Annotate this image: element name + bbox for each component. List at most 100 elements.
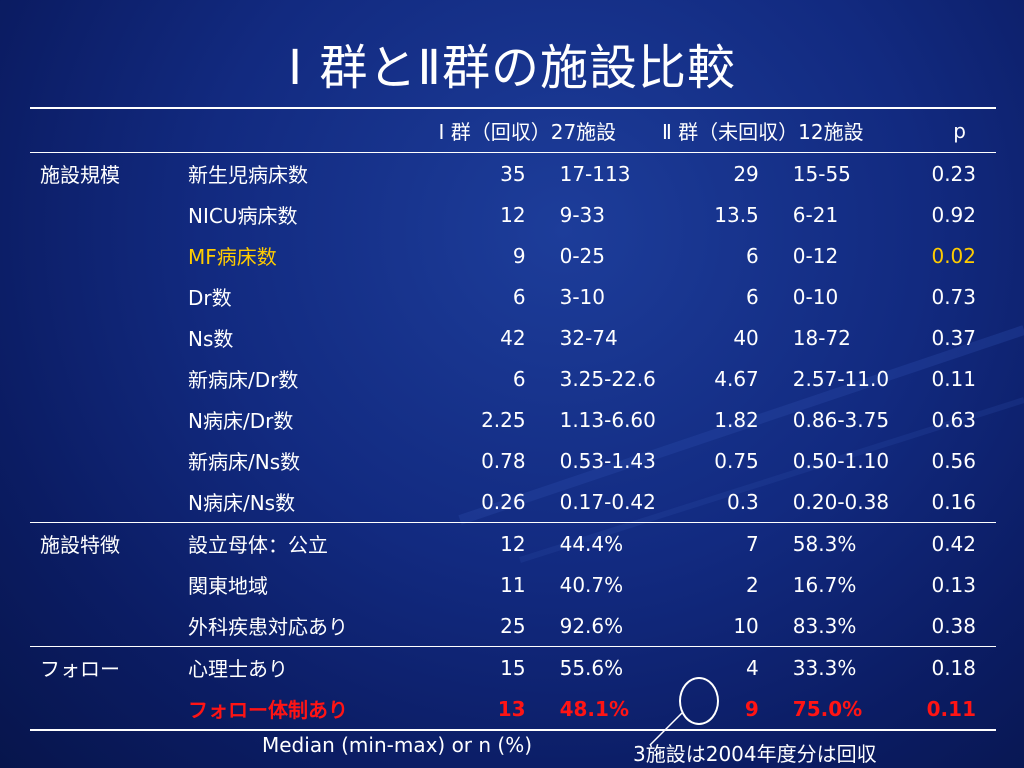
group1-value: 0.78	[481, 448, 526, 473]
group2-value: 10	[733, 613, 759, 638]
table-row: 施設規模 新生児病床数 35 17-113 29 15-55 0.23	[30, 152, 996, 194]
p-value: 0.23	[879, 152, 996, 194]
group2-value: 0.75	[714, 448, 759, 473]
group1-value: 12	[413, 522, 530, 564]
row-item: フォロー体制あり	[180, 688, 413, 731]
table-row: NICU病床数 12 9-33 13.5 6-21 0.92	[30, 194, 996, 235]
row-group	[30, 276, 180, 317]
p-value: 0.38	[931, 613, 976, 638]
p-value: 0.02	[931, 243, 976, 268]
group1-range: 17-113	[529, 152, 647, 194]
group2-value: 6	[746, 243, 759, 268]
row-group	[30, 235, 180, 276]
row-item: Dr数	[188, 286, 232, 310]
row-item: N病床/Dr数	[188, 409, 294, 433]
group2-range: 75.0%	[762, 688, 880, 731]
group2-range: 58.3%	[762, 522, 880, 564]
group2-range: 6-21	[792, 202, 839, 227]
table-row: N病床/Dr数 2.25 1.13-6.60 1.82 0.86-3.75 0.…	[30, 399, 996, 440]
table-row: Dr数 6 3-10 6 0-10 0.73	[30, 276, 996, 317]
row-group	[30, 194, 180, 235]
row-item: 外科疾患対応あり	[188, 615, 348, 639]
group2-range: 2.57-11.0	[792, 366, 890, 391]
row-item: 新生児病床数	[180, 152, 413, 194]
group1-value: 6	[512, 366, 526, 391]
group2-range: 0.20-0.38	[792, 489, 890, 514]
group2-value: 29	[646, 152, 763, 194]
p-value: 0.73	[931, 284, 976, 309]
group2-value: 4.67	[714, 366, 759, 391]
table-row: 関東地域 11 40.7% 2 16.7% 0.13	[30, 564, 996, 605]
table-row: フォロー 心理士あり 15 55.6% 4 33.3% 0.18	[30, 646, 996, 688]
header-group2: Ⅱ 群（未回収）12施設	[646, 107, 880, 153]
p-value: 0.56	[931, 448, 976, 473]
p-value: 0.37	[931, 325, 976, 350]
group1-range: 48.1%	[529, 688, 647, 731]
row-item: 関東地域	[188, 574, 268, 598]
row-group	[30, 358, 180, 399]
comparison-table: Ⅰ 群（回収）27施設 Ⅱ 群（未回収）12施設 p 施設規模 新生児病床数 3…	[30, 107, 996, 731]
table-row: 施設特徴 設立母体：公立 12 44.4% 7 58.3% 0.42	[30, 522, 996, 564]
table-row-highlighted: フォロー体制あり 13 48.1% 9 75.0% 0.11	[30, 688, 996, 731]
row-group: 施設規模	[30, 152, 180, 194]
group2-range: 0-10	[792, 284, 839, 309]
slide-title: Ⅰ 群とⅡ群の施設比較	[287, 40, 737, 96]
table-row-highlighted: MF病床数 9 0-25 6 0-12 0.02	[30, 235, 996, 276]
row-item: MF病床数	[188, 245, 277, 269]
group2-range: 18-72	[792, 325, 851, 350]
table-header-row: Ⅰ 群（回収）27施設 Ⅱ 群（未回収）12施設 p	[30, 107, 996, 153]
p-value: 0.18	[879, 646, 996, 688]
table-row: Ns数 42 32-74 40 18-72 0.37	[30, 317, 996, 358]
row-item: 新病床/Dr数	[188, 368, 299, 392]
group1-range: 32-74	[559, 325, 618, 350]
group2-range: 33.3%	[762, 646, 880, 688]
row-group	[30, 317, 180, 358]
row-item: 設立母体：公立	[180, 522, 413, 564]
group1-range: 0-25	[559, 243, 605, 268]
p-value: 0.11	[879, 688, 996, 731]
group1-range: 3-10	[559, 284, 605, 309]
row-item: 新病床/Ns数	[188, 450, 301, 474]
group1-range: 92.6%	[559, 613, 624, 638]
group1-value: 11	[500, 572, 526, 597]
row-group	[30, 605, 180, 647]
group1-value: 15	[413, 646, 530, 688]
group1-value: 0.26	[481, 489, 526, 514]
group1-range: 55.6%	[529, 646, 647, 688]
p-value: 0.92	[931, 202, 976, 227]
group1-range: 0.53-1.43	[559, 448, 656, 473]
group2-range: 0.50-1.10	[792, 448, 890, 473]
group1-range: 1.13-6.60	[559, 407, 656, 432]
group1-value: 42	[500, 325, 526, 350]
group2-range: 15-55	[762, 152, 880, 194]
header-group1: Ⅰ 群（回収）27施設	[413, 107, 647, 153]
highlight-circle	[679, 677, 719, 725]
group2-value: 1.82	[714, 407, 759, 432]
group2-range: 83.3%	[792, 613, 857, 638]
p-value: 0.11	[931, 366, 976, 391]
p-value: 0.63	[931, 407, 976, 432]
table-row: N病床/Ns数 0.26 0.17-0.42 0.3 0.20-0.38 0.1…	[30, 481, 996, 523]
group1-value: 35	[413, 152, 530, 194]
group2-range: 0-12	[792, 243, 839, 268]
table-row: 外科疾患対応あり 25 92.6% 10 83.3% 0.38	[30, 605, 996, 647]
row-group	[30, 688, 180, 731]
group2-value: 40	[733, 325, 759, 350]
p-value: 0.16	[931, 489, 976, 514]
table-row: 新病床/Ns数 0.78 0.53-1.43 0.75 0.50-1.10 0.…	[30, 440, 996, 481]
group2-value: 13.5	[714, 202, 759, 227]
row-group	[30, 481, 180, 523]
p-value: 0.42	[879, 522, 996, 564]
group1-value: 2.25	[481, 407, 526, 432]
group1-range: 0.17-0.42	[559, 489, 656, 514]
group2-range: 16.7%	[792, 572, 857, 597]
group2-value: 2	[746, 572, 759, 597]
row-item: 心理士あり	[180, 646, 413, 688]
group1-value: 25	[500, 613, 526, 638]
row-group	[30, 440, 180, 481]
group1-range: 3.25-22.6	[559, 366, 656, 391]
group1-value: 9	[512, 243, 526, 268]
group2-value: 7	[646, 522, 763, 564]
row-item: NICU病床数	[188, 204, 298, 228]
group1-range: 44.4%	[529, 522, 647, 564]
